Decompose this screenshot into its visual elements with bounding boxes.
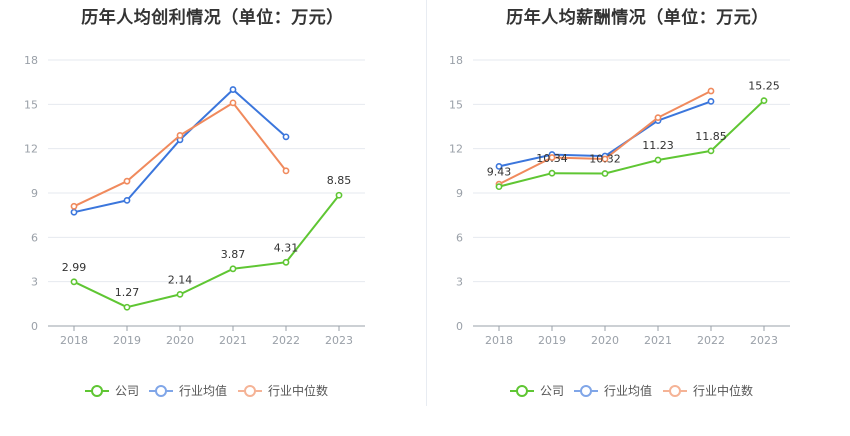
data-point	[282, 167, 290, 175]
legend-marker	[580, 385, 592, 397]
y-tick-label: 0	[456, 320, 463, 333]
data-point	[70, 278, 78, 286]
data-point	[707, 87, 715, 95]
salary-line-chart: 0 3 6 9 12 15 18 2018 2019 2020 2021 2022 2023 9.43 10…	[449, 54, 790, 398]
series-line-1	[73, 88, 287, 214]
data-label: 3.87	[221, 248, 246, 261]
data-point	[548, 154, 556, 161]
data-label: 10.34	[536, 152, 568, 165]
legend-marker	[669, 385, 681, 397]
data-point	[229, 99, 237, 107]
y-tick-label: 15	[24, 98, 38, 111]
legend-label: 行业均值	[604, 383, 652, 398]
profit-line-chart: 0 3 6 9 12 15 18 2018 2019 2020 2021 2022 2023 2.99 1.…	[24, 54, 365, 398]
data-point	[282, 133, 290, 141]
data-point	[70, 208, 78, 216]
y-tick-label: 9	[456, 187, 463, 200]
data-label: 9.43	[487, 166, 512, 179]
y-tick-label: 0	[31, 320, 38, 333]
series-line-0	[498, 99, 765, 188]
y-tick-label: 3	[456, 276, 463, 289]
y-tick-label: 6	[456, 231, 463, 244]
x-tick-label: 2019	[113, 334, 141, 347]
chart-panel-profit: 历年人均创利情况（单位：万元） 0 3 6 9 12 15 18 2018 2019 2020 20…	[24, 8, 365, 398]
y-tick-label: 9	[31, 187, 38, 200]
series-line-2	[73, 101, 287, 208]
data-point	[707, 97, 715, 105]
x-tick-label: 2018	[485, 334, 513, 347]
y-tick-label: 6	[31, 231, 38, 244]
x-tick-label: 2020	[166, 334, 194, 347]
y-tick-label: 12	[24, 143, 38, 156]
data-label: 2.14	[168, 273, 193, 286]
chart-panel-salary: 历年人均薪酬情况（单位：万元） 0 3 6 9 12 15 18 2018 2019 2020 20…	[425, 0, 850, 436]
legend-marker	[516, 385, 528, 397]
data-point	[176, 290, 184, 298]
x-tick-label: 2023	[750, 334, 778, 347]
chart-title: 历年人均创利情况（单位：万元）	[81, 8, 344, 28]
legend-label: 行业中位数	[693, 383, 753, 398]
series-line-0	[73, 194, 340, 309]
data-label: 11.85	[695, 130, 727, 143]
y-tick-label: 18	[449, 54, 463, 67]
data-point	[707, 147, 715, 155]
x-tick-label: 2023	[325, 334, 353, 347]
data-point	[548, 169, 556, 177]
legend-marker	[244, 385, 256, 397]
data-label: 11.23	[642, 139, 674, 152]
data-label: 10.32	[589, 152, 621, 165]
data-point	[760, 97, 768, 105]
x-tick-label: 2019	[538, 334, 566, 347]
legend-label: 公司	[115, 384, 139, 398]
data-label: 15.25	[748, 80, 780, 93]
data-label: 4.31	[274, 241, 299, 254]
y-tick-label: 12	[449, 143, 463, 156]
data-point	[601, 155, 609, 163]
data-point	[123, 303, 131, 311]
y-tick-label: 15	[449, 98, 463, 111]
data-point	[229, 265, 237, 273]
legend-marker	[91, 385, 103, 397]
x-tick-label: 2018	[60, 334, 88, 347]
data-point	[70, 202, 78, 210]
data-point	[123, 196, 131, 204]
legend-marker	[155, 385, 167, 397]
x-tick-label: 2021	[644, 334, 672, 347]
data-label: 2.99	[62, 261, 87, 274]
data-point	[335, 191, 343, 199]
data-point	[123, 177, 131, 185]
legend-label: 公司	[540, 384, 564, 398]
x-tick-label: 2022	[272, 334, 300, 347]
legend-label: 行业中位数	[268, 383, 328, 398]
data-point	[495, 162, 503, 170]
legend-label: 行业均值	[179, 383, 227, 398]
data-point	[654, 156, 662, 164]
data-label: 8.85	[327, 174, 352, 187]
data-point	[282, 258, 290, 266]
data-point	[229, 86, 237, 93]
data-point	[495, 183, 503, 191]
panel-divider	[426, 0, 427, 406]
data-point	[601, 170, 609, 177]
data-point	[654, 114, 662, 122]
x-tick-label: 2021	[219, 334, 247, 347]
x-tick-label: 2020	[591, 334, 619, 347]
x-tick-label: 2022	[697, 334, 725, 347]
y-tick-label: 18	[24, 54, 38, 67]
y-tick-label: 3	[31, 276, 38, 289]
chart-title: 历年人均薪酬情况（单位：万元）	[506, 8, 769, 28]
data-point	[176, 131, 184, 139]
data-label: 1.27	[115, 286, 140, 299]
